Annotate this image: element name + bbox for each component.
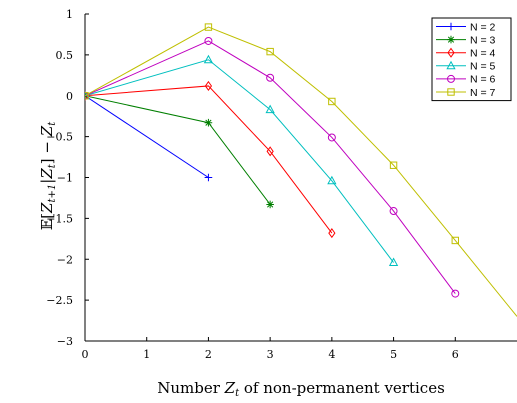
legend-marker bbox=[447, 35, 455, 44]
series-6 bbox=[85, 36, 460, 298]
legend-label: N = 5 bbox=[470, 61, 496, 73]
y-axis-label: 𝔼[Zt+1|Zt] − Zt bbox=[38, 121, 58, 230]
x-tick-label: 3 bbox=[267, 348, 274, 361]
legend-item: N = 2 bbox=[436, 21, 496, 33]
data-point bbox=[328, 97, 336, 106]
legend: N = 2N = 3 N = 4N = 5N = 6N = 7 bbox=[431, 17, 512, 102]
data-point bbox=[85, 92, 89, 100]
series-2 bbox=[85, 91, 213, 182]
data-point bbox=[266, 200, 274, 209]
data-point bbox=[204, 23, 213, 31]
data-point bbox=[266, 47, 274, 56]
series-layer bbox=[85, 23, 517, 317]
data-point bbox=[266, 146, 274, 157]
data-point bbox=[204, 118, 213, 127]
data-point bbox=[451, 289, 460, 298]
legend-item: N = 3 bbox=[436, 34, 496, 46]
legend-marker bbox=[447, 22, 455, 31]
y-tick-label: −2 bbox=[57, 253, 73, 266]
series-line bbox=[85, 26, 517, 317]
y-tick-label: −1.5 bbox=[46, 212, 73, 225]
x-tick-label: 0 bbox=[82, 348, 89, 361]
legend-marker bbox=[447, 88, 455, 96]
y-tick-label: 1 bbox=[66, 8, 73, 21]
data-point bbox=[327, 175, 337, 185]
legend-label: N = 6 bbox=[470, 74, 496, 86]
series-line bbox=[85, 95, 271, 205]
series-4 bbox=[85, 80, 336, 239]
y-tick-label: −3 bbox=[57, 335, 73, 348]
series-line bbox=[85, 95, 209, 178]
legend-marker bbox=[447, 47, 455, 58]
axis-ticks bbox=[84, 13, 456, 342]
legend-label: N = 4 bbox=[470, 48, 496, 60]
legend-item: N = 7 bbox=[436, 87, 496, 99]
data-point bbox=[451, 236, 459, 245]
y-tick-label: −2.5 bbox=[46, 294, 73, 307]
y-tick-label: −0.5 bbox=[46, 131, 73, 144]
legend-item: N = 5 bbox=[436, 61, 496, 73]
data-point bbox=[388, 257, 399, 267]
data-point bbox=[327, 133, 336, 142]
series-line bbox=[85, 40, 456, 294]
x-tick-label: 4 bbox=[328, 348, 335, 361]
x-axis-label: Number Zt of non-permanent vertices bbox=[157, 379, 445, 399]
data-point bbox=[389, 161, 398, 169]
legend-marker bbox=[446, 60, 456, 70]
x-tick-label: 2 bbox=[205, 348, 212, 361]
legend-label: N = 3 bbox=[470, 34, 496, 46]
x-tick-label: 6 bbox=[452, 348, 459, 361]
y-tick-label: 0.5 bbox=[56, 49, 74, 62]
y-tick-label: −1 bbox=[57, 172, 73, 185]
series-line bbox=[85, 59, 394, 263]
legend-marker bbox=[447, 74, 455, 83]
x-tick-label: 5 bbox=[390, 348, 397, 361]
legend-item: N = 6 bbox=[436, 74, 496, 86]
data-point bbox=[328, 228, 336, 239]
series-5 bbox=[85, 54, 399, 267]
x-tick-label: 1 bbox=[143, 348, 150, 361]
data-point bbox=[203, 54, 214, 64]
series-7 bbox=[85, 23, 517, 317]
legend-label: N = 7 bbox=[470, 87, 496, 99]
legend-box bbox=[431, 17, 512, 102]
data-point bbox=[266, 73, 275, 82]
data-point bbox=[204, 36, 213, 45]
data-point bbox=[204, 80, 213, 92]
legend-item: N = 4 bbox=[436, 48, 496, 60]
series-line bbox=[85, 85, 333, 234]
series-3 bbox=[85, 91, 274, 209]
axis-tick-labels: 0 1 2 3 4 5 6 1 0.5 0 −0.5 −1 −1.5 −2 −2.5 −3 bbox=[46, 8, 459, 361]
data-point bbox=[265, 104, 275, 114]
data-point bbox=[204, 173, 213, 182]
data-point bbox=[389, 207, 398, 216]
y-tick-label: 0 bbox=[66, 90, 73, 103]
legend-label: N = 2 bbox=[470, 21, 496, 33]
